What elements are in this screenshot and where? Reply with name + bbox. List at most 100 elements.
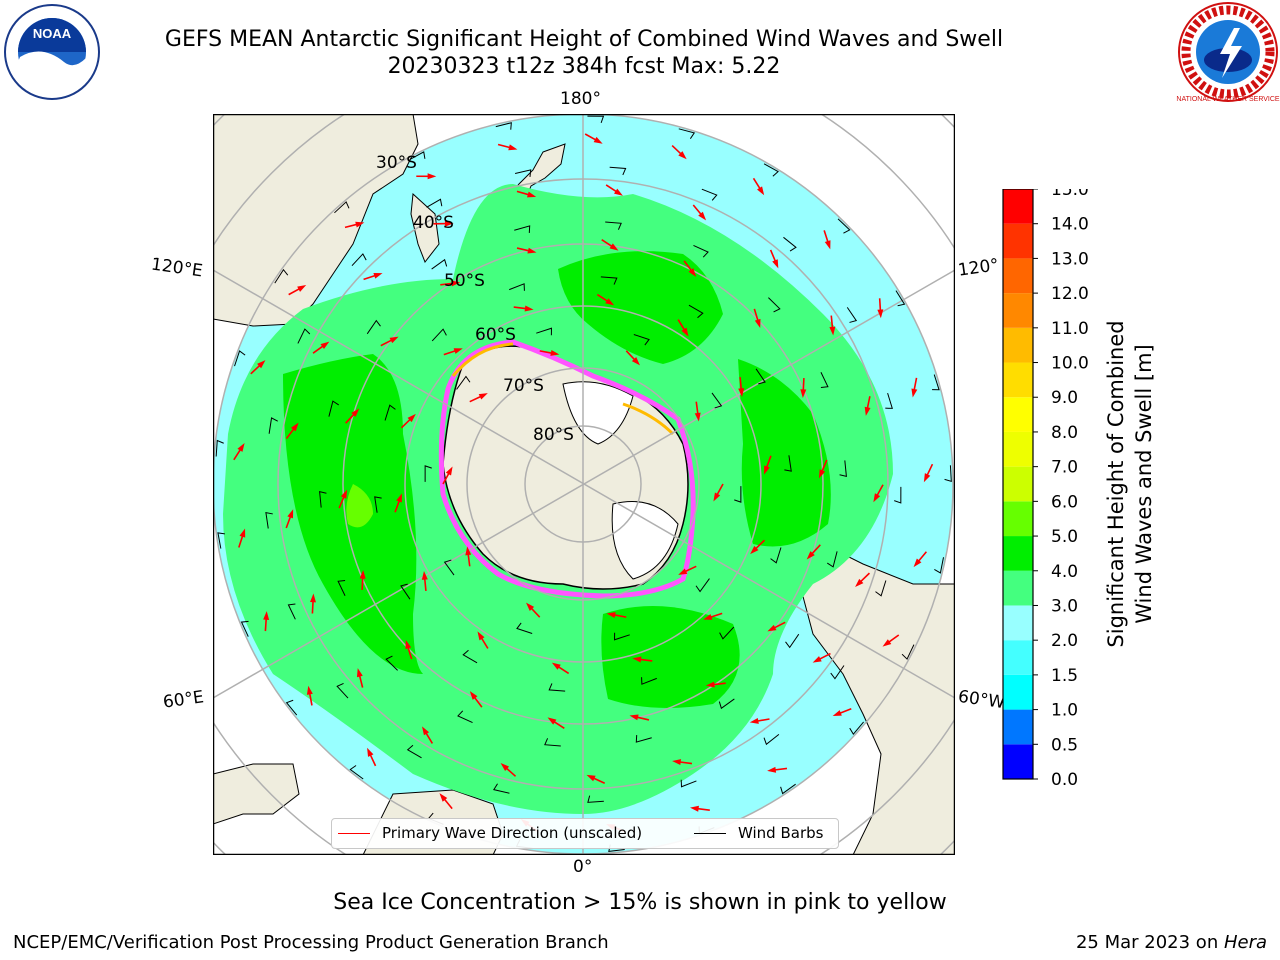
wave-arrow-head: [767, 624, 777, 632]
wave-arrow-head: [287, 509, 294, 519]
wind-barb: [763, 163, 779, 177]
wind-barb: [763, 733, 780, 746]
wave-arrow-head: [705, 681, 715, 688]
wave-arrow-head: [547, 717, 557, 725]
wave-direction-arrows: [233, 133, 934, 833]
wind-barb: [297, 328, 311, 344]
wave-arrow-head: [306, 685, 313, 695]
wave-arrow-head: [764, 465, 770, 475]
wave-arrow-head: [754, 318, 761, 329]
wave-arrow-head: [703, 614, 713, 620]
wind-barb: [493, 783, 510, 794]
wave-arrow-head: [478, 393, 488, 400]
wind-barb: [443, 559, 455, 576]
wave-arrow-head: [340, 489, 348, 499]
wave-arrow-head: [694, 412, 701, 422]
legend-label-wave-direction: Primary Wave Direction (unscaled): [382, 824, 643, 842]
wave-arrow-head: [445, 466, 453, 476]
wave-arrow-head: [767, 766, 777, 773]
wind-barb: [509, 283, 525, 291]
footer-date-text: 25 Mar 2023 on: [1075, 932, 1224, 953]
wave-arrow-head: [297, 285, 307, 292]
wave-arrow-head: [367, 747, 374, 757]
wind-barb: [548, 683, 566, 692]
wind-barb: [768, 297, 781, 313]
wind-barb: [755, 368, 766, 385]
colorbar-tick-label: 10.0: [1051, 354, 1089, 374]
wind-barb: [784, 455, 792, 472]
colorbar: 0.0 0.5 1.0 1.5 2.0 3.0 4.0 5.0 6.0 7.0 8.0 9.0 10.0…: [1002, 180, 1102, 793]
wave-arrow-head: [772, 259, 779, 269]
south-america-landmass: [792, 543, 955, 855]
colorbar-tick-label: 6.0: [1051, 492, 1078, 512]
wave-arrow-head: [882, 639, 892, 647]
map-legend: Primary Wave Direction (unscaled) Wind B…: [331, 818, 839, 849]
wave-arrow-head: [593, 136, 603, 144]
wind-barb: [701, 188, 718, 201]
wave-arrow-head: [855, 578, 864, 588]
wave-arrow-head: [239, 528, 246, 538]
wave-arrow-head: [320, 341, 330, 350]
wave-arrow-head: [606, 612, 616, 618]
colorbar-segment: [1003, 293, 1033, 328]
wind-barb: [334, 201, 350, 214]
colorbar-tick-label: 9.0: [1051, 388, 1078, 408]
wind-barb: [516, 622, 533, 634]
wave-arrow-head: [605, 298, 615, 306]
colorbar-segment: [1003, 362, 1033, 398]
wind-barb: [514, 225, 531, 233]
wave-arrow-head: [359, 569, 366, 579]
lat-label-60: 60°S: [475, 325, 516, 345]
wave-arrow-head: [913, 558, 922, 568]
wave-arrow-head: [407, 413, 416, 423]
polar-map: 30°S 40°S 50°S 60°S 70°S 80°S: [212, 113, 956, 859]
wind-barb: [431, 258, 448, 270]
footer-date: 25 Mar 2023 on Hera: [1076, 932, 1267, 953]
lon-label-180: 180°: [560, 89, 601, 109]
nws-logo-text: NATIONAL WEATHER SERVICE: [1176, 96, 1280, 103]
lat-label-50: 50°S: [444, 271, 485, 291]
wind-barb: [426, 198, 443, 208]
sea-ice-edge: [438, 339, 696, 599]
wave-arrow-head: [508, 144, 518, 151]
lon-label-0: 0°: [573, 857, 593, 877]
nws-logo: NATIONAL WEATHER SERVICE: [1176, 0, 1280, 108]
wind-barb: [366, 319, 381, 335]
wind-barb: [268, 417, 278, 434]
wind-barb: [827, 551, 838, 568]
wind-barb: [385, 655, 398, 671]
legend-swatch-red: [338, 832, 370, 834]
wind-barbs: [215, 115, 952, 852]
wind-barb: [695, 578, 710, 593]
wave-arrow-head: [427, 173, 437, 180]
wind-barb: [285, 699, 298, 716]
wave-arrow-head: [355, 221, 365, 228]
wind-barb: [587, 795, 604, 803]
colorbar-label: Significant Height of Combined Wind Wave…: [1102, 320, 1158, 647]
wind-barb: [349, 765, 364, 780]
wind-barb: [605, 221, 622, 230]
wind-barb: [932, 374, 940, 391]
wind-barb: [783, 236, 797, 252]
colorbar-segment: [1003, 223, 1033, 259]
wind-barb: [431, 328, 447, 342]
wind-barb: [409, 151, 426, 160]
noaa-logo: NOAA: [2, 2, 102, 106]
wind-barb: [587, 115, 605, 124]
colorbar-segment: [1003, 258, 1033, 294]
wind-barb: [894, 486, 902, 504]
wave-arrow-head: [911, 388, 918, 398]
wave-arrow-head: [713, 492, 721, 502]
wind-barb: [215, 439, 224, 457]
colorbar-tick-label: 14.0: [1051, 215, 1089, 235]
colorbar-tick-label: 11.0: [1051, 319, 1089, 339]
lat-label-70: 70°S: [503, 376, 544, 396]
madagascar-landmass: [213, 763, 300, 825]
wave-arrow-head: [373, 273, 383, 279]
wind-barb: [885, 392, 893, 409]
australia-landmass: [213, 114, 419, 327]
wind-barb: [328, 400, 339, 417]
wind-barb: [274, 268, 289, 284]
colorbar-segment: [1003, 709, 1033, 745]
colorbar-tick-label: 4.0: [1051, 562, 1078, 582]
